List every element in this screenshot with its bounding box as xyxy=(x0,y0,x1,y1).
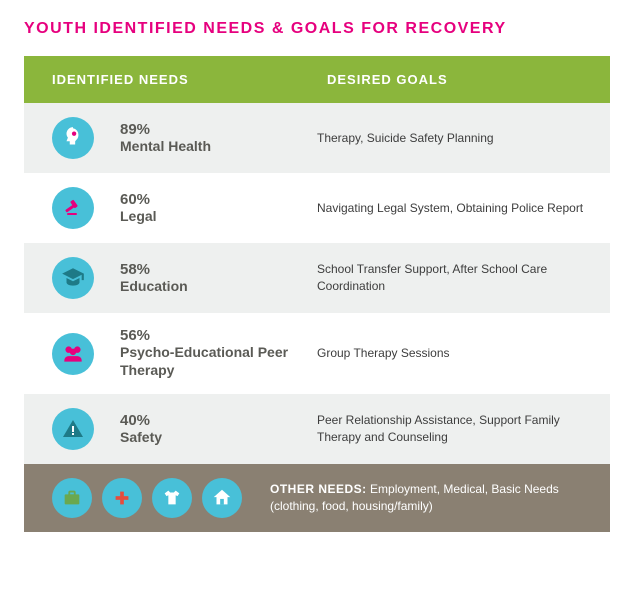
need-percent: 56% xyxy=(120,327,317,344)
graduation-icon xyxy=(52,257,94,299)
footer-text: OTHER NEEDS: Employment, Medical, Basic … xyxy=(270,481,590,515)
goal-cell: Peer Relationship Assistance, Support Fa… xyxy=(317,412,610,446)
page-title: YOUTH IDENTIFIED NEEDS & GOALS FOR RECOV… xyxy=(24,20,610,38)
goal-cell: Group Therapy Sessions xyxy=(317,345,610,362)
need-percent: 89% xyxy=(120,121,211,138)
need-label: Legal xyxy=(120,208,157,224)
group-icon xyxy=(52,333,94,375)
header-identified-needs: IDENTIFIED NEEDS xyxy=(24,56,317,103)
header-desired-goals: DESIRED GOALS xyxy=(317,56,610,103)
goal-cell: Navigating Legal System, Obtaining Polic… xyxy=(317,200,610,217)
goal-cell: School Transfer Support, After School Ca… xyxy=(317,261,610,295)
brain-icon xyxy=(52,117,94,159)
shirt-icon xyxy=(152,478,192,518)
table-footer: OTHER NEEDS: Employment, Medical, Basic … xyxy=(24,464,610,532)
footer-label: OTHER NEEDS: xyxy=(270,482,367,496)
table-row: 56% Psycho-Educational Peer Therapy Grou… xyxy=(24,313,610,394)
footer-icons xyxy=(52,478,242,518)
gavel-icon xyxy=(52,187,94,229)
briefcase-icon xyxy=(52,478,92,518)
warning-icon xyxy=(52,408,94,450)
need-cell: 89% Mental Health xyxy=(24,117,317,159)
need-label: Safety xyxy=(120,429,162,445)
needs-table: IDENTIFIED NEEDS DESIRED GOALS 89% Menta… xyxy=(24,56,610,532)
need-label: Education xyxy=(120,278,188,294)
house-icon xyxy=(202,478,242,518)
table-row: 40% Safety Peer Relationship Assistance,… xyxy=(24,394,610,464)
table-row: 58% Education School Transfer Support, A… xyxy=(24,243,610,313)
need-percent: 58% xyxy=(120,261,188,278)
need-cell: 60% Legal xyxy=(24,187,317,229)
medical-icon xyxy=(102,478,142,518)
need-cell: 58% Education xyxy=(24,257,317,299)
need-cell: 56% Psycho-Educational Peer Therapy xyxy=(24,327,317,380)
need-label: Psycho-Educational Peer Therapy xyxy=(120,344,288,378)
need-percent: 40% xyxy=(120,412,162,429)
table-row: 60% Legal Navigating Legal System, Obtai… xyxy=(24,173,610,243)
need-cell: 40% Safety xyxy=(24,408,317,450)
goal-cell: Therapy, Suicide Safety Planning xyxy=(317,130,610,147)
table-header: IDENTIFIED NEEDS DESIRED GOALS xyxy=(24,56,610,103)
table-row: 89% Mental Health Therapy, Suicide Safet… xyxy=(24,103,610,173)
need-percent: 60% xyxy=(120,191,157,208)
need-label: Mental Health xyxy=(120,138,211,154)
